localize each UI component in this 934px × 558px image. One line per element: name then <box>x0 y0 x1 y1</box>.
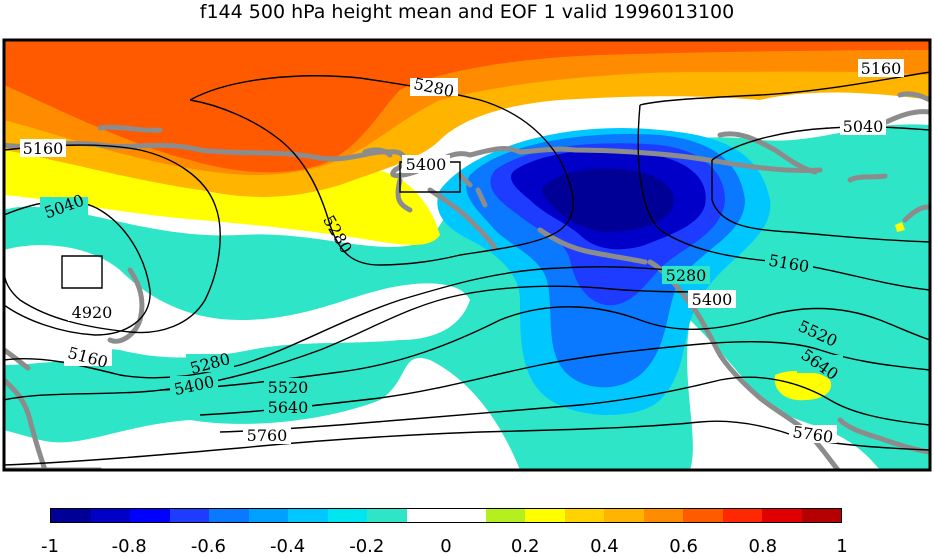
colorbar-tick-label: -1 <box>41 536 59 557</box>
colorbar-swatch <box>722 509 762 522</box>
colorbar-tick-label: 0.2 <box>510 536 540 557</box>
contour-label: 5160 <box>23 139 64 158</box>
colorbar-tick-label: 0.8 <box>748 536 778 557</box>
colorbar-swatch <box>446 509 486 522</box>
colorbar-swatch <box>327 509 367 522</box>
colorbar-swatch <box>643 509 683 522</box>
contour-label: 5040 <box>843 117 884 136</box>
colorbar-swatch <box>604 509 644 522</box>
colorbar <box>50 508 842 523</box>
colorbar-swatch <box>90 509 130 522</box>
eof-shading <box>4 40 930 470</box>
chart-title: f144 500 hPa height mean and EOF 1 valid… <box>199 1 735 23</box>
map-panel: 5280 5160 5160 5040 5400 5040 5280 5160 … <box>2 38 932 472</box>
map-frame <box>2 38 932 472</box>
colorbar-tick-label: -0.2 <box>349 536 385 557</box>
colorbar-tick-label: -0.6 <box>190 536 226 557</box>
colorbar-ticks: -1 -0.8 -0.6 -0.4 -0.2 0 0.2 0.4 0.6 0.8 1 <box>0 536 934 558</box>
colorbar-swatch <box>683 509 723 522</box>
colorbar-swatch <box>169 509 209 522</box>
colorbar-swatch <box>288 509 328 522</box>
colorbar-tick-label: 0.6 <box>669 536 698 557</box>
colorbar-swatch <box>406 509 446 522</box>
contour-label: 5760 <box>247 426 288 445</box>
contour-label: 5160 <box>861 59 902 78</box>
colorbar-tick-label: -0.4 <box>270 536 306 557</box>
colorbar-swatch <box>51 509 91 522</box>
colorbar-tick-label: -0.8 <box>111 536 147 557</box>
colorbar-swatch <box>801 509 841 522</box>
contour-label: 5400 <box>406 155 447 174</box>
contour-label: 5280 <box>666 266 707 285</box>
contour-labels: 5280 5160 5160 5040 5400 5040 5280 5160 … <box>20 59 904 447</box>
contour-label: 5400 <box>692 290 733 309</box>
colorbar-tick-label: 1 <box>836 536 848 557</box>
colorbar-swatch <box>130 509 170 522</box>
colorbar-swatch <box>248 509 288 522</box>
colorbar-swatch <box>209 509 249 522</box>
contour-label: 5520 <box>268 378 309 397</box>
colorbar-swatch <box>564 509 604 522</box>
colorbar-swatch <box>367 509 407 522</box>
contour-label: 4920 <box>72 303 113 322</box>
contour-label: 5640 <box>268 398 309 417</box>
colorbar-swatch <box>525 509 565 522</box>
colorbar-swatch <box>762 509 802 522</box>
colorbar-tick-label: 0 <box>440 536 452 557</box>
colorbar-swatch <box>485 509 525 522</box>
colorbar-tick-label: 0.4 <box>590 536 619 557</box>
